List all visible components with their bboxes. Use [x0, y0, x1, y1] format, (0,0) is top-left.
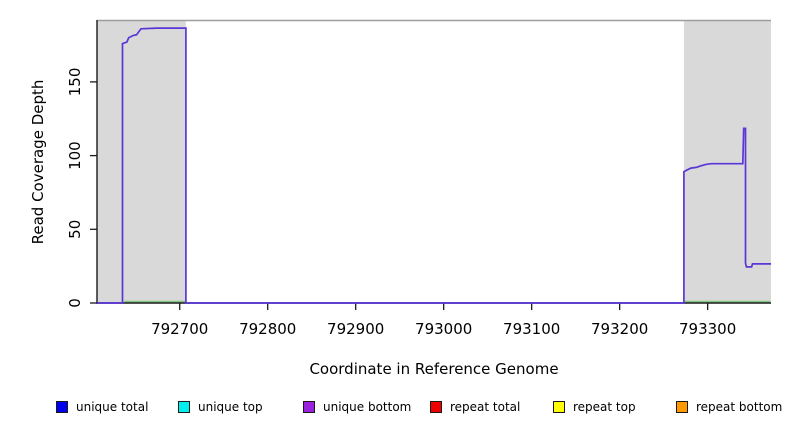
x-tick-label: 793200: [591, 320, 648, 338]
plot-area: 792700 792800 792900 793000 793100 793200 7933…: [66, 19, 771, 338]
legend-label-repeat-bottom: repeat bottom: [696, 400, 783, 414]
x-tick-label: 792900: [327, 320, 384, 338]
legend-item-unique-bottom: unique bottom: [303, 400, 411, 414]
legend-item-repeat-total: repeat total: [430, 400, 520, 414]
y-tick-label: 0: [66, 298, 84, 308]
legend-swatch-unique-top: [178, 401, 190, 413]
legend-swatch-unique-bottom: [303, 401, 315, 413]
shaded-region: [683, 20, 771, 303]
legend-label-unique-bottom: unique bottom: [323, 400, 412, 414]
legend-swatch-repeat-top: [553, 401, 565, 413]
x-tick-label: 793300: [679, 320, 736, 338]
legend-item-repeat-top: repeat top: [553, 400, 636, 414]
legend-swatch-unique-total: [56, 401, 68, 413]
legend-swatch-repeat-bottom: [676, 401, 688, 413]
y-tick-label: 100: [66, 141, 84, 170]
x-tick-label: 792700: [151, 320, 208, 338]
legend-label-repeat-total: repeat total: [450, 400, 521, 414]
legend-item-unique-total: unique total: [56, 400, 148, 414]
legend-label-unique-total: unique total: [76, 400, 149, 414]
y-tick-label: 150: [66, 68, 84, 97]
legend-swatch-repeat-total: [430, 401, 442, 413]
x-tick-label: 793100: [503, 320, 560, 338]
shaded-region: [97, 20, 186, 303]
legend-item-repeat-bottom: repeat bottom: [676, 400, 782, 414]
coverage-line: [97, 27, 771, 304]
x-tick-label: 793000: [415, 320, 472, 338]
x-tick-label: 792800: [239, 320, 296, 338]
legend-label-unique-top: unique top: [198, 400, 263, 414]
legend-item-unique-top: unique top: [178, 400, 263, 414]
x-axis-title: Coordinate in Reference Genome: [309, 360, 559, 378]
legend-label-repeat-top: repeat top: [573, 400, 636, 414]
y-tick-label: 50: [66, 220, 84, 239]
y-axis-title: Read Coverage Depth: [29, 79, 47, 245]
legend: unique total unique top unique bottom repea…: [0, 398, 792, 418]
